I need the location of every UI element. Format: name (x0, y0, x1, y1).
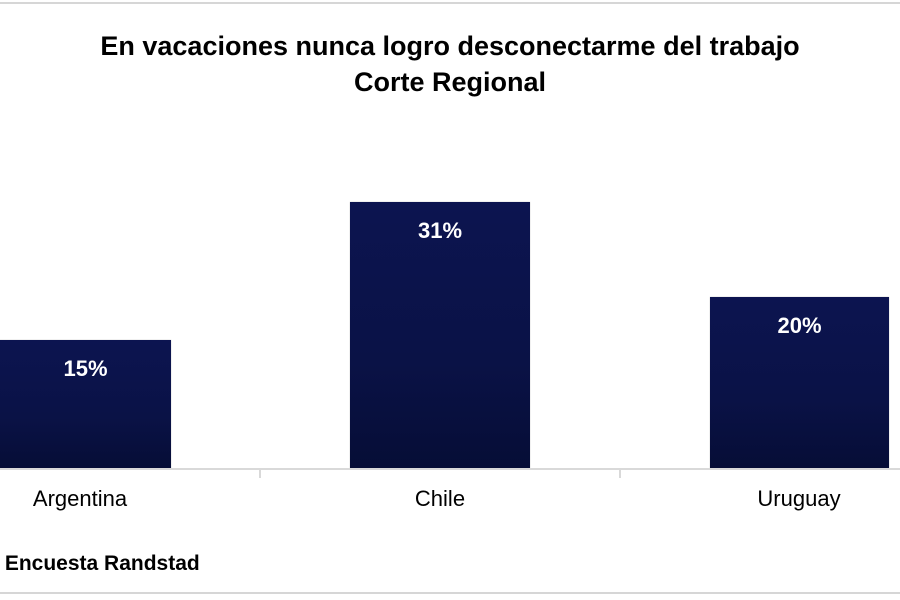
bar-argentina: 15% (0, 340, 171, 469)
bar-chile: 31% (350, 202, 530, 469)
bar-value-label: 31% (417, 218, 463, 243)
top-border (0, 2, 900, 4)
bottom-border (0, 592, 900, 594)
chart-title-line1: En vacaciones nunca logro desconectarme … (100, 31, 800, 61)
x-axis-tick (259, 469, 261, 478)
x-axis-tick (619, 469, 621, 478)
bar-uruguay: 20% (710, 297, 889, 469)
bar-value-label: 15% (63, 356, 108, 381)
source-note: : Encuesta Randstad (0, 552, 200, 575)
chart-subtitle: Corte Regional (353, 67, 547, 97)
chart-title: En vacaciones nunca logro desconectarme … (0, 28, 900, 100)
category-label-uruguay: Uruguay (757, 486, 841, 511)
category-label-argentina: Argentina (32, 486, 128, 511)
x-axis (0, 468, 900, 470)
category-label-chile: Chile (414, 486, 466, 511)
bar-value-label: 20% (777, 313, 822, 338)
